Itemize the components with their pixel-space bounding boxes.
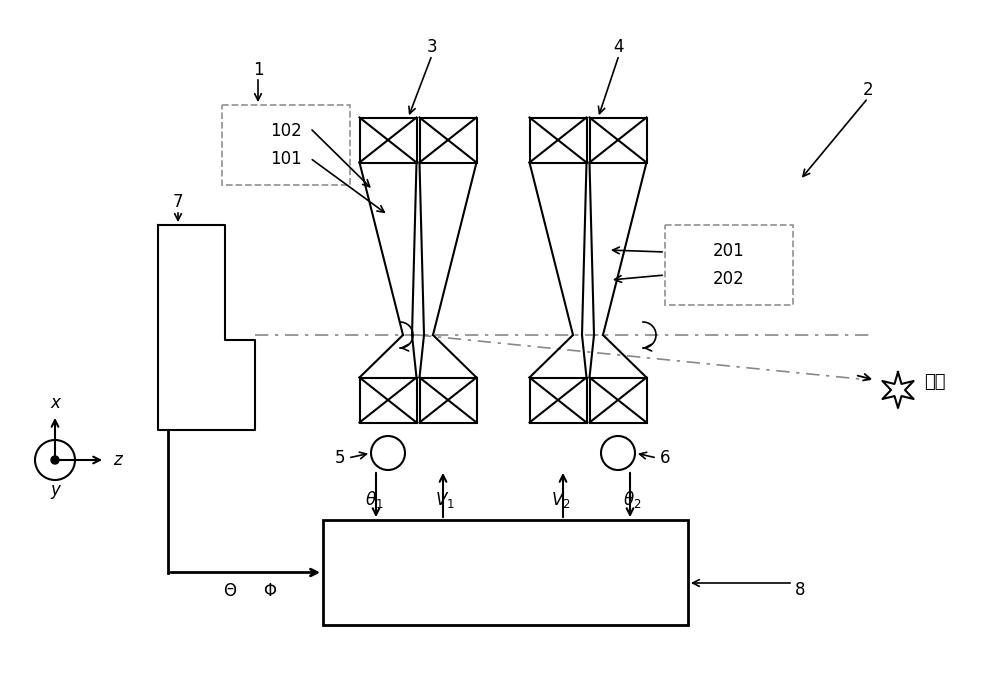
Text: 5: 5: [335, 449, 345, 467]
Circle shape: [601, 436, 635, 470]
Bar: [530, 117, 586, 163]
Circle shape: [51, 456, 59, 464]
Bar: [360, 377, 416, 423]
Text: 4: 4: [614, 38, 624, 56]
Text: $\Phi$: $\Phi$: [263, 581, 277, 599]
Bar: [590, 377, 646, 423]
Text: 101: 101: [270, 150, 302, 167]
Text: $\theta_1$: $\theta_1$: [365, 489, 383, 510]
Text: 3: 3: [427, 38, 437, 56]
Text: 1: 1: [253, 61, 263, 79]
Bar: [420, 377, 477, 423]
Text: 102: 102: [270, 122, 302, 140]
Text: 8: 8: [795, 581, 805, 599]
Text: 202: 202: [713, 269, 745, 288]
Text: $V_1$: $V_1$: [435, 490, 455, 510]
Text: 201: 201: [713, 242, 745, 261]
Text: 7: 7: [173, 193, 183, 211]
Text: 6: 6: [660, 449, 670, 467]
Bar: [665, 225, 793, 305]
Text: z: z: [113, 451, 121, 469]
Bar: [323, 520, 688, 625]
Text: $V_2$: $V_2$: [551, 490, 571, 510]
Text: x: x: [50, 394, 60, 412]
Bar: [590, 117, 646, 163]
Text: $\Theta$: $\Theta$: [223, 581, 237, 599]
Circle shape: [371, 436, 405, 470]
Circle shape: [35, 440, 75, 480]
Bar: [530, 377, 586, 423]
Bar: [222, 105, 350, 185]
Bar: [420, 117, 477, 163]
Text: $\theta_2$: $\theta_2$: [623, 489, 641, 510]
Text: 2: 2: [863, 81, 873, 99]
Bar: [360, 117, 416, 163]
Text: 目标: 目标: [924, 373, 946, 391]
Text: y: y: [50, 481, 60, 499]
